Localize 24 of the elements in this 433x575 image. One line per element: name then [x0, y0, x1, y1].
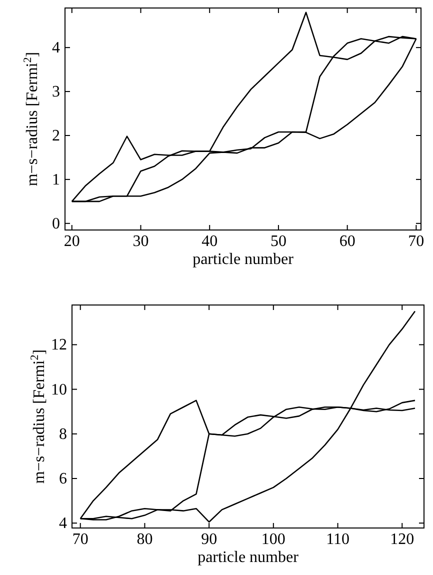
y-tick-label: 12	[51, 336, 67, 354]
y-tick-label: 10	[51, 381, 67, 398]
x-tick-label: 80	[136, 531, 153, 548]
x-tick-label: 30	[132, 233, 149, 250]
y-tick-label: 2	[52, 127, 60, 144]
x-tick-label: 120	[390, 531, 414, 548]
x-tick-label: 110	[326, 531, 350, 548]
y-tick-label: 6	[59, 470, 67, 488]
x-tick-label: 50	[270, 233, 286, 250]
x-axis-title: particle number	[198, 549, 300, 566]
y-tick-label: 1	[52, 171, 60, 188]
y-tick-label: 8	[59, 426, 67, 443]
y-tick-label: 0	[52, 215, 60, 232]
x-tick-label: 100	[261, 531, 286, 548]
x-tick-label: 70	[72, 531, 88, 548]
x-tick-label: 20	[64, 233, 80, 250]
x-tick-label: 60	[339, 233, 356, 250]
x-tick-label: 70	[408, 233, 424, 250]
y-tick-label: 4	[59, 515, 67, 532]
y-tick-label: 4	[52, 40, 60, 57]
x-tick-label: 40	[202, 233, 218, 250]
x-axis-title: particle number	[192, 251, 294, 268]
x-tick-label: 90	[201, 531, 218, 548]
y-tick-label: 3	[52, 84, 60, 101]
